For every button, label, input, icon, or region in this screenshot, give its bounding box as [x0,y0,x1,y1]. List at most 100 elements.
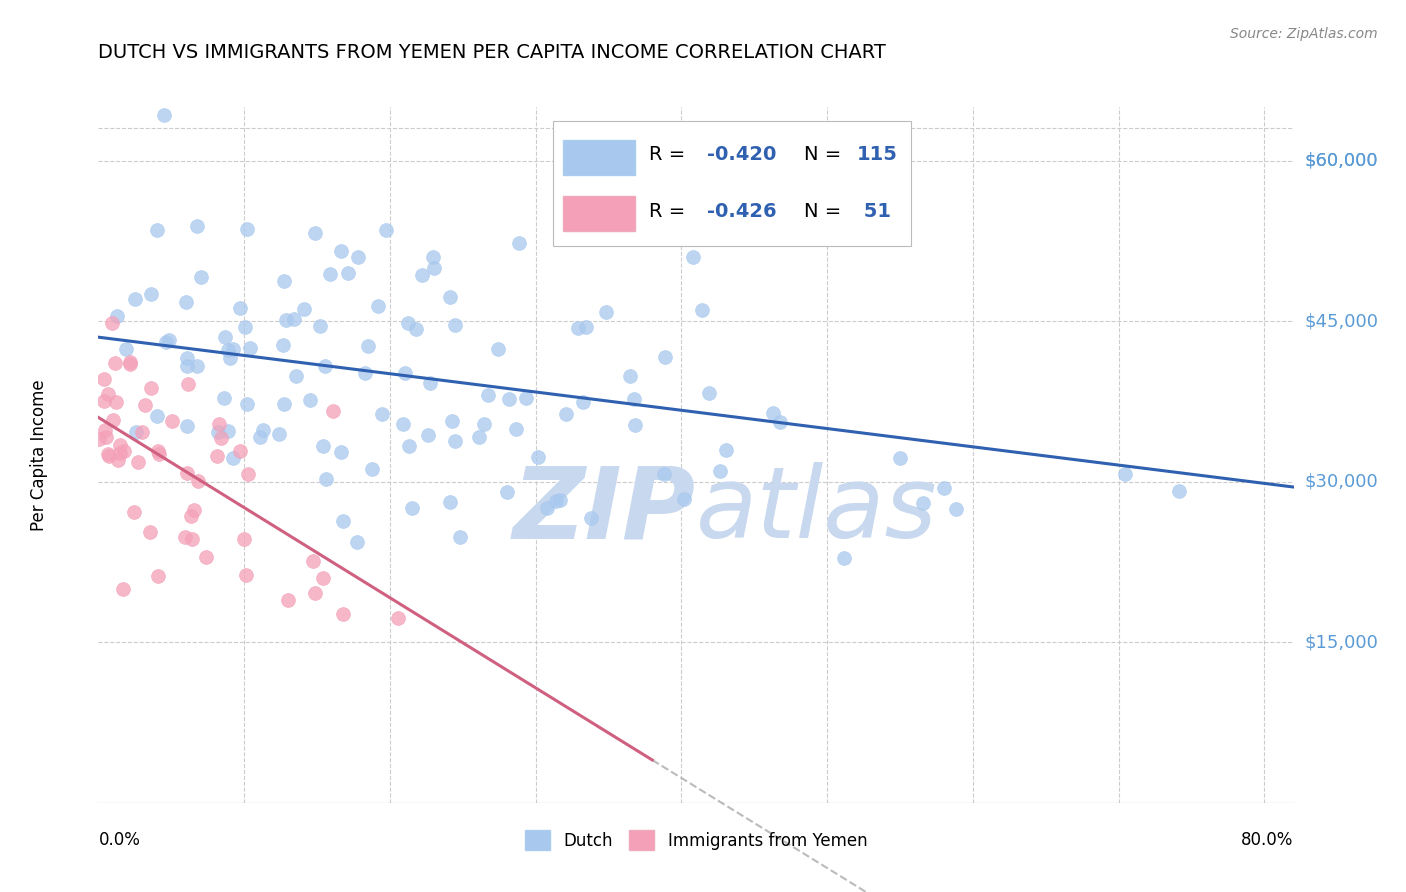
Point [186,359,208,373]
Point [157,334,180,348]
Point [304,586,326,600]
Point [174,295,197,310]
Point [222,450,245,465]
Point [101,413,124,427]
Point [125,425,148,439]
Point [396,316,419,330]
Point [322,404,344,418]
Text: $15,000: $15,000 [1305,633,1378,651]
Point [160,414,183,428]
Point [581,511,603,525]
Point [239,341,262,355]
Point [769,415,792,429]
Point [101,316,124,330]
Text: DUTCH VS IMMIGRANTS FROM YEMEN PER CAPITA INCOME CORRELATION CHART: DUTCH VS IMMIGRANTS FROM YEMEN PER CAPIT… [98,44,886,62]
Point [472,417,495,431]
Point [131,425,153,440]
Point [652,467,675,481]
Point [330,445,353,459]
Point [232,533,254,547]
Point [423,261,446,276]
Point [249,430,271,444]
Point [690,303,713,318]
Point [284,369,307,384]
Point [146,223,169,237]
Point [411,268,433,283]
Point [682,250,704,264]
Point [146,569,169,583]
Point [548,492,571,507]
Point [190,270,212,285]
Point [105,309,128,323]
Point [194,550,217,565]
Point [180,532,202,546]
Point [271,338,294,352]
Point [555,408,578,422]
Point [292,302,315,317]
Point [176,351,198,365]
Point [217,424,239,438]
Point [945,502,967,516]
Point [312,571,335,585]
Point [443,318,465,332]
Point [332,607,354,622]
Point [449,530,471,544]
Point [398,440,420,454]
Text: $30,000: $30,000 [1305,473,1378,491]
Point [183,503,205,517]
Point [623,392,645,406]
Point [252,423,274,437]
Point [229,301,252,316]
Point [416,428,439,442]
Point [314,359,336,374]
Point [422,250,444,264]
Point [107,453,129,467]
Point [205,449,228,463]
Text: 80.0%: 80.0% [1241,830,1294,848]
Point [176,467,198,481]
Point [443,434,465,449]
Point [236,222,259,236]
Point [274,313,297,327]
Text: $45,000: $45,000 [1305,312,1379,330]
Point [1114,467,1136,482]
Point [319,267,342,281]
Point [419,376,441,391]
Point [401,501,423,516]
Point [304,226,326,240]
Legend: Dutch, Immigrants from Yemen: Dutch, Immigrants from Yemen [517,823,875,857]
Point [97,387,120,401]
Point [934,481,956,495]
Point [148,447,170,461]
Point [134,398,156,412]
Point [394,366,416,380]
Text: $60,000: $60,000 [1305,152,1378,169]
Text: 0.0%: 0.0% [98,830,141,848]
Text: atlas: atlas [696,462,938,559]
Point [229,443,252,458]
Text: Per Capita Income: Per Capita Income [30,379,48,531]
Point [439,494,461,508]
Text: Source: ZipAtlas.com: Source: ZipAtlas.com [1230,27,1378,41]
Point [1167,484,1189,499]
Point [208,417,231,431]
Point [104,356,127,370]
Point [832,551,855,566]
Point [672,492,695,507]
Point [93,372,115,386]
Point [572,394,595,409]
Point [360,462,382,476]
Point [405,321,427,335]
Point [277,592,299,607]
Point [439,290,461,304]
Point [112,444,135,458]
Point [309,319,332,334]
Point [94,430,117,444]
Point [468,430,491,444]
Point [354,366,377,380]
Point [595,305,617,319]
Point [346,535,368,549]
Point [312,439,335,453]
Point [177,377,200,392]
Point [709,464,731,478]
